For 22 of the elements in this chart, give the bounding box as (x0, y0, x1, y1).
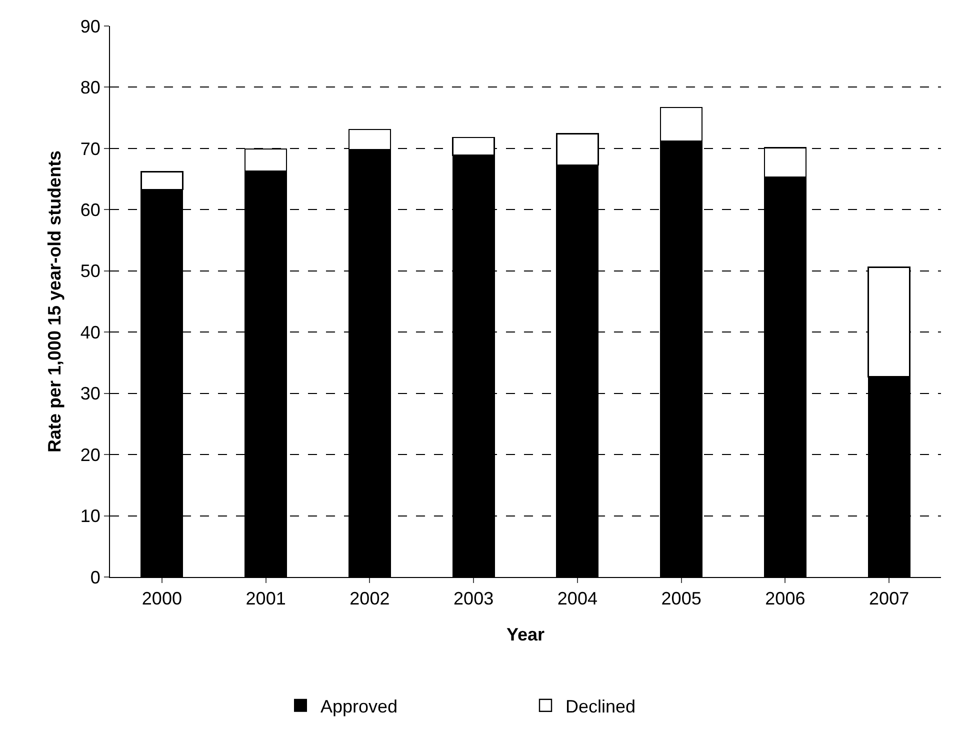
x-tick-label: 2003 (454, 588, 494, 609)
x-tick-label: 2007 (869, 588, 910, 609)
y-tick-label: 0 (90, 567, 100, 588)
x-tick-label: 2006 (765, 588, 806, 609)
x-tick-label: 2004 (557, 588, 598, 609)
x-tick-label: 2000 (142, 588, 182, 609)
x-axis-title: Year (506, 624, 545, 645)
y-tick-label: 10 (80, 506, 100, 526)
x-tick-label: 2005 (661, 588, 702, 609)
legend-label: Approved (320, 696, 398, 716)
y-tick-label: 60 (80, 200, 100, 220)
y-tick-label: 20 (80, 444, 100, 465)
y-tick-label: 30 (80, 384, 100, 404)
y-tick-label: 70 (80, 138, 100, 159)
y-tick-label: 50 (80, 261, 100, 282)
y-tick-label: 90 (80, 16, 100, 36)
x-tick-label: 2002 (350, 588, 390, 609)
legend-label: Declined (566, 696, 636, 716)
y-tick-label: 80 (80, 78, 100, 98)
y-axis-title: Rate per 1,000 15 year-old students (44, 150, 65, 453)
y-tick-label: 40 (80, 322, 100, 342)
x-tick-label: 2001 (246, 588, 286, 609)
